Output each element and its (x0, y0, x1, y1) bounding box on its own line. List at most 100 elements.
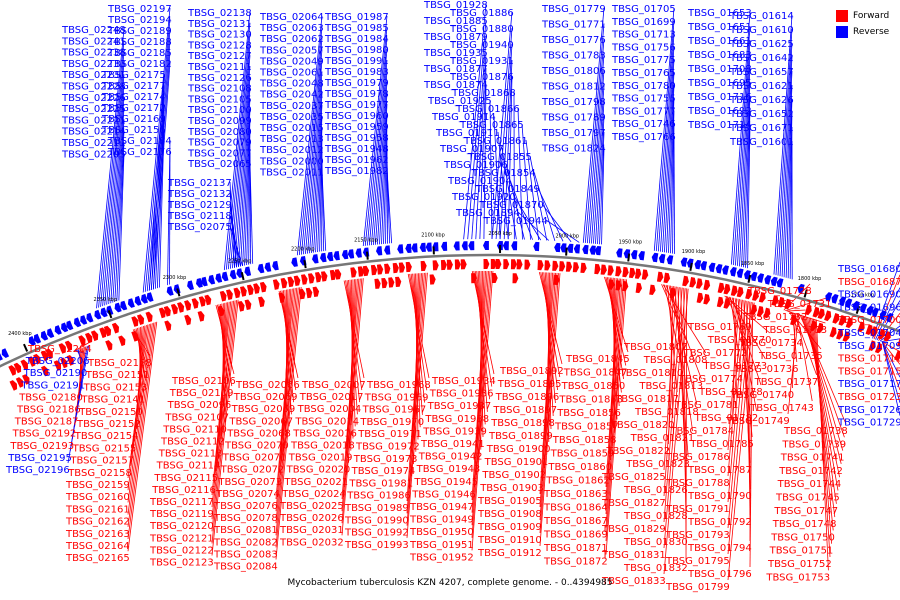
forward-gene-arrow (237, 301, 245, 312)
forward-gene-arrow (370, 264, 378, 276)
leader-line (745, 109, 751, 268)
forward-gene-label: TBSG_01696 (837, 302, 900, 313)
forward-gene-label: TBSG_01731 (767, 299, 832, 310)
reverse-gene-label: TBSG_01671 (729, 123, 794, 134)
scale-tick (627, 253, 631, 262)
leader-line (808, 317, 837, 504)
forward-gene-label: TBSG_01947 (409, 502, 474, 513)
forward-gene-label: TBSG_01808 (643, 355, 708, 366)
forward-gene-arrow (524, 259, 531, 270)
forward-gene-label: TBSG_01937 (427, 401, 492, 412)
reverse-gene-arrow (658, 253, 666, 264)
reverse-gene-arrow (208, 274, 216, 285)
forward-gene-label: TBSG_01943 (416, 464, 481, 475)
reverse-gene-label: TBSG_01894 (455, 208, 520, 219)
leader-line (497, 131, 509, 240)
leader-line (533, 171, 556, 241)
reverse-gene-arrow (666, 255, 674, 265)
leader-line (127, 323, 152, 503)
leader-line (653, 7, 675, 251)
leader-line (786, 309, 806, 312)
forward-gene-label: TBSG_02016 (292, 428, 357, 439)
reverse-gene-label: TBSG_01907 (439, 144, 504, 155)
leader-line (775, 28, 793, 276)
scale-label: 1800 kbp (798, 276, 822, 282)
leader-line (368, 48, 388, 246)
reverse-gene-label: TBSG_02049 (259, 56, 324, 67)
forward-gene-label: TBSG_02120 (149, 521, 214, 532)
forward-gene-arrow (816, 322, 824, 334)
forward-gene-label: TBSG_01749 (725, 416, 790, 427)
reverse-gene-label: TBSG_02231 (61, 70, 126, 81)
forward-gene-arrow (45, 348, 53, 360)
reverse-gene-arrow (341, 249, 349, 260)
leader-line (108, 96, 125, 305)
forward-gene-arrow (717, 282, 725, 294)
forward-gene-arrow (392, 262, 399, 274)
leader-line (735, 39, 751, 266)
legend-item-forward: Forward (836, 8, 889, 24)
leader-line (127, 322, 156, 540)
reverse-gene-label: TBSG_02205 (61, 149, 126, 160)
forward-gene-label: TBSG_02152 (76, 419, 141, 430)
reverse-gene-label: TBSG_02130 (187, 30, 252, 41)
reverse-gene-label: TBSG_01766 (611, 132, 676, 143)
forward-gene-label: TBSG_01847 (563, 368, 628, 379)
scale-tick (803, 289, 808, 298)
forward-gene-label: TBSG_01813 (638, 381, 703, 392)
forward-gene-label: TBSG_01938 (424, 414, 489, 425)
forward-gene-arrow (845, 317, 853, 329)
reverse-gene-label: TBSG_02233 (61, 59, 126, 70)
leader-line (730, 297, 742, 373)
reverse-gene-label: TBSG_02169 (101, 114, 166, 125)
reverse-gene-arrow (589, 245, 596, 255)
scale-tick (107, 310, 113, 319)
leader-line (471, 270, 494, 551)
forward-gene-label: TBSG_01770 (707, 335, 772, 346)
forward-gene-label: TBSG_01967 (362, 405, 427, 416)
forward-gene-arrow (460, 259, 467, 270)
forward-gene-arrow (329, 269, 337, 281)
leader-line (727, 299, 740, 451)
leader-line (582, 7, 605, 243)
leader-line (98, 40, 125, 308)
forward-gene-arrow (790, 314, 797, 326)
forward-gene-label: TBSG_01941 (420, 439, 485, 450)
leader-line (593, 85, 605, 244)
reverse-gene-label: TBSG_01780 (611, 81, 676, 92)
reverse-gene-label: TBSG_01621 (729, 81, 794, 92)
forward-gene-label: TBSG_01733 (762, 325, 827, 336)
forward-gene-arrow (696, 278, 703, 289)
forward-gene-label: TBSG_01736 (734, 364, 799, 375)
reverse-gene-label: TBSG_01661 (687, 36, 752, 47)
reverse-gene-label: TBSG_01657 (729, 67, 794, 78)
reverse-gene-arrow (573, 244, 581, 254)
forward-gene-label: TBSG_02014 (294, 416, 359, 427)
forward-gene-arrow (131, 331, 139, 342)
forward-gene-arrow (877, 328, 885, 340)
forward-gene-label: TBSG_01715 (837, 366, 900, 377)
reverse-gene-arrow (638, 251, 645, 261)
forward-gene-label: TBSG_01845 (565, 354, 630, 365)
forward-gene-arrow (105, 340, 113, 351)
leader-line (483, 83, 487, 240)
reverse-gene-label: TBSG_01755 (611, 94, 676, 105)
leader-line (118, 153, 125, 301)
reverse-gene-arrow (0, 353, 3, 361)
leader-line (246, 130, 251, 266)
forward-gene-label: TBSG_02066 (235, 380, 300, 391)
forward-gene-label: TBSG_02032 (279, 537, 344, 548)
forward-gene-label: TBSG_01791 (665, 504, 730, 515)
forward-gene-label: TBSG_01825 (601, 472, 666, 483)
forward-gene-arrow (495, 259, 502, 269)
forward-gene-label: TBSG_01912 (477, 548, 542, 559)
leader-line (370, 59, 388, 246)
forward-gene-label: TBSG_02072 (220, 465, 285, 476)
forward-gene-arrow (894, 350, 900, 361)
forward-gene-label: TBSG_02154 (74, 431, 139, 442)
scale-label: 2100 kbp (421, 232, 445, 238)
reverse-gene-label: TBSG_02226 (61, 93, 126, 104)
reverse-gene-arrow (272, 260, 279, 271)
forward-gene-label: TBSG_01831 (601, 550, 666, 561)
reverse-gene-label: TBSG_02176 (107, 147, 172, 158)
